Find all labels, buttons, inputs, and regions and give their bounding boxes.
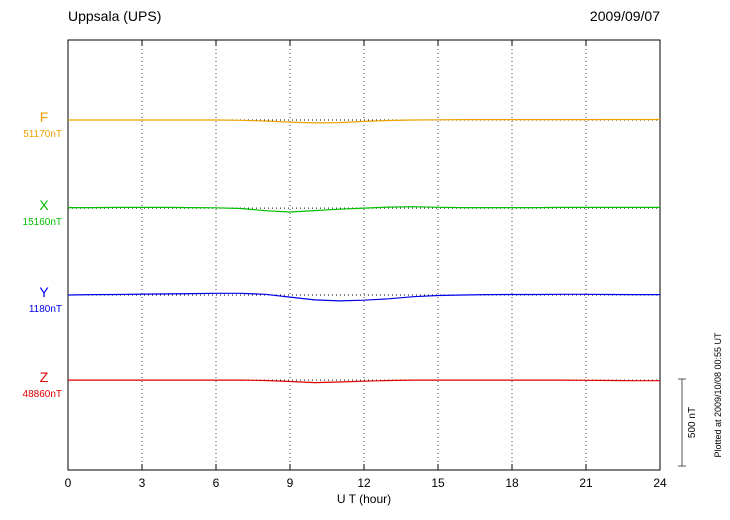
series-label-Y: Y <box>39 284 49 300</box>
series-label-X: X <box>39 197 49 213</box>
trace-Z <box>68 379 660 384</box>
series-label-Z: Z <box>40 369 49 385</box>
x-tick-label-0: 0 <box>65 476 72 490</box>
x-tick-label-6: 6 <box>213 476 220 490</box>
plot-date: 2009/09/07 <box>589 8 660 24</box>
x-tick-label-15: 15 <box>431 476 445 490</box>
x-tick-label-21: 21 <box>579 476 593 490</box>
trace-X <box>68 206 660 213</box>
series-value-F: 51170nT <box>23 129 62 140</box>
x-tick-label-18: 18 <box>505 476 519 490</box>
series-label-F: F <box>40 109 49 125</box>
x-axis-label: U T (hour) <box>337 492 391 506</box>
series-value-X: 15160nT <box>23 217 62 228</box>
x-tick-label-3: 3 <box>139 476 146 490</box>
trace-Y <box>67 292 660 302</box>
x-tick-label-12: 12 <box>357 476 371 490</box>
series-value-Y: 1180nT <box>29 304 62 315</box>
x-tick-label-9: 9 <box>287 476 294 490</box>
station-title: Uppsala (UPS) <box>68 8 162 24</box>
trace-F <box>68 118 660 124</box>
series-value-Z: 48860nT <box>23 389 62 400</box>
x-tick-label-24: 24 <box>653 476 667 490</box>
scale-bar-label: 500 nT <box>687 407 698 438</box>
plotted-note: Plotted at 2009/10/08 00:55 UT <box>713 332 723 458</box>
